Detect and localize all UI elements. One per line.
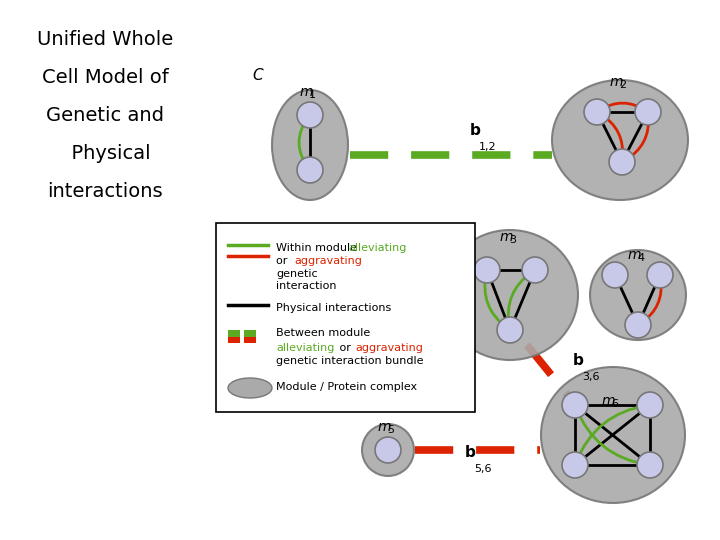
- Text: m: m: [300, 85, 313, 99]
- Ellipse shape: [541, 367, 685, 503]
- Text: m: m: [378, 420, 392, 434]
- Circle shape: [474, 257, 500, 283]
- Circle shape: [602, 262, 628, 288]
- Text: or: or: [276, 256, 291, 266]
- Text: or: or: [336, 343, 354, 353]
- Text: 3,6: 3,6: [582, 372, 600, 382]
- Text: Physical: Physical: [59, 144, 150, 163]
- Text: b: b: [465, 445, 476, 460]
- Text: m: m: [500, 230, 513, 244]
- Ellipse shape: [228, 378, 272, 398]
- Circle shape: [637, 452, 663, 478]
- Text: Within module: Within module: [276, 243, 361, 253]
- Text: C: C: [252, 68, 263, 83]
- Bar: [244, 336, 256, 343]
- Text: 4: 4: [637, 253, 644, 263]
- FancyBboxPatch shape: [216, 223, 475, 412]
- Text: 3: 3: [509, 235, 516, 245]
- Text: genetic interaction bundle: genetic interaction bundle: [276, 356, 423, 366]
- Bar: [228, 336, 240, 343]
- Circle shape: [584, 99, 610, 125]
- Text: aggravating: aggravating: [294, 256, 362, 266]
- Text: 5,6: 5,6: [474, 464, 492, 474]
- Bar: [228, 330, 240, 336]
- Text: interaction: interaction: [276, 281, 336, 291]
- Text: 2: 2: [619, 80, 626, 90]
- Text: 1,2: 1,2: [479, 142, 497, 152]
- Text: Genetic and: Genetic and: [46, 106, 164, 125]
- Circle shape: [297, 102, 323, 128]
- Circle shape: [297, 157, 323, 183]
- Ellipse shape: [442, 230, 578, 360]
- Text: alleviating: alleviating: [276, 343, 334, 353]
- Text: Between module: Between module: [276, 328, 370, 338]
- Text: alleviating: alleviating: [348, 243, 406, 253]
- Text: Unified Whole: Unified Whole: [37, 30, 173, 49]
- Circle shape: [562, 392, 588, 418]
- Text: 5: 5: [387, 425, 394, 435]
- Circle shape: [497, 317, 523, 343]
- Text: aggravating: aggravating: [355, 343, 423, 353]
- Text: m: m: [602, 394, 616, 408]
- Ellipse shape: [552, 80, 688, 200]
- Circle shape: [562, 452, 588, 478]
- Circle shape: [637, 392, 663, 418]
- Circle shape: [375, 437, 401, 463]
- Text: genetic: genetic: [276, 269, 318, 279]
- Text: 6: 6: [611, 399, 618, 409]
- Circle shape: [647, 262, 673, 288]
- Text: 1: 1: [309, 90, 316, 100]
- Bar: [244, 330, 256, 336]
- Text: Physical interactions: Physical interactions: [276, 303, 391, 313]
- Ellipse shape: [272, 90, 348, 200]
- Text: Cell Model of: Cell Model of: [42, 68, 168, 87]
- Text: interactions: interactions: [48, 182, 163, 201]
- Circle shape: [609, 149, 635, 175]
- Circle shape: [625, 312, 651, 338]
- Circle shape: [635, 99, 661, 125]
- Text: m: m: [628, 248, 642, 262]
- Ellipse shape: [362, 424, 414, 476]
- Text: b: b: [573, 353, 584, 368]
- Ellipse shape: [590, 250, 686, 340]
- Text: b: b: [470, 123, 481, 138]
- Text: Module / Protein complex: Module / Protein complex: [276, 382, 417, 392]
- Circle shape: [522, 257, 548, 283]
- Text: m: m: [610, 75, 624, 89]
